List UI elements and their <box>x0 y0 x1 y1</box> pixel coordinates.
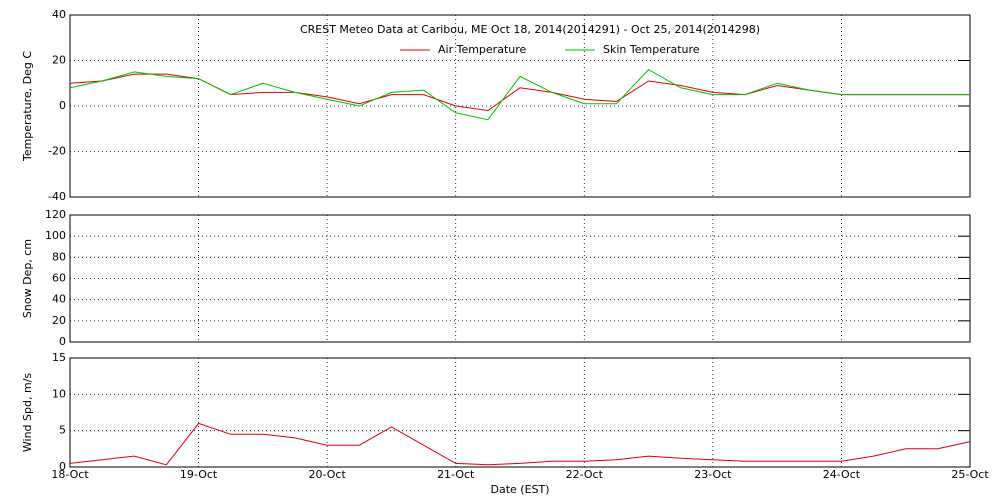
x-tick-label: 19-Oct <box>180 468 218 481</box>
y-tick-label: 0 <box>59 460 66 473</box>
chart-title: CREST Meteo Data at Caribou, ME Oct 18, … <box>300 23 760 36</box>
plot-frame <box>69 357 971 468</box>
y-tick-label: 60 <box>52 272 66 285</box>
x-tick-label: 22-Oct <box>566 468 604 481</box>
x-tick-label: 21-Oct <box>437 468 475 481</box>
y-axis-label: Snow Dep, cm <box>21 239 34 318</box>
series-line <box>69 422 971 466</box>
x-tick-label: 20-Oct <box>308 468 346 481</box>
legend-label: Skin Temperature <box>603 43 700 56</box>
y-tick-label: 20 <box>52 54 66 67</box>
x-tick-label: 18-Oct <box>51 468 89 481</box>
series-line <box>69 68 970 121</box>
legend-label: Air Temperature <box>438 43 527 56</box>
y-tick-label: 0 <box>59 99 66 112</box>
y-tick-label: -40 <box>48 190 66 203</box>
y-axis-label: Wind Spd, m/s <box>21 373 34 453</box>
y-tick-label: 80 <box>52 250 66 263</box>
plot-frame <box>69 14 971 198</box>
x-tick-label: 25-Oct <box>951 468 989 481</box>
y-tick-label: 40 <box>52 293 66 306</box>
y-axis-label: Temperature, Deg C <box>21 51 34 162</box>
x-axis-label: Date (EST) <box>490 483 549 496</box>
x-tick-label: 24-Oct <box>823 468 861 481</box>
y-tick-label: 0 <box>59 335 66 348</box>
plot-frame <box>69 214 971 343</box>
x-tick-label: 23-Oct <box>694 468 732 481</box>
y-tick-label: -20 <box>48 145 66 158</box>
y-tick-label: 20 <box>52 314 66 327</box>
y-tick-label: 10 <box>52 387 66 400</box>
y-tick-label: 5 <box>59 424 66 437</box>
y-tick-label: 40 <box>52 8 66 21</box>
y-tick-label: 120 <box>45 208 66 221</box>
y-tick-label: 15 <box>52 351 66 364</box>
y-tick-label: 100 <box>45 229 66 242</box>
series-line <box>69 73 970 112</box>
